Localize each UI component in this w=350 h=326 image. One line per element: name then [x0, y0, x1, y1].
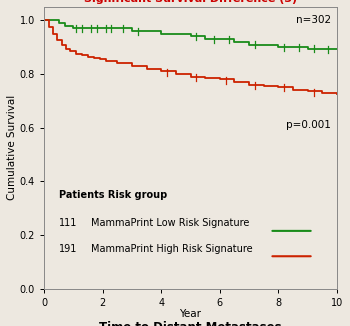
Text: MammaPrint Low Risk Signature: MammaPrint Low Risk Signature	[91, 218, 249, 228]
Text: TRANSBIG Validation Results:
Significant Survival Difference (3): TRANSBIG Validation Results: Significant…	[84, 0, 297, 4]
Text: p=0.001: p=0.001	[286, 120, 331, 130]
Text: 191: 191	[59, 244, 77, 254]
Text: MammaPrint High Risk Signature: MammaPrint High Risk Signature	[91, 244, 253, 254]
Y-axis label: Cumulative Survival: Cumulative Survival	[7, 95, 17, 200]
Text: n=302: n=302	[296, 15, 331, 25]
Text: Patients Risk group: Patients Risk group	[59, 190, 167, 200]
X-axis label: Year: Year	[180, 309, 202, 319]
Text: Time to Distant Metastases: Time to Distant Metastases	[99, 321, 282, 326]
Text: 111: 111	[59, 218, 77, 228]
